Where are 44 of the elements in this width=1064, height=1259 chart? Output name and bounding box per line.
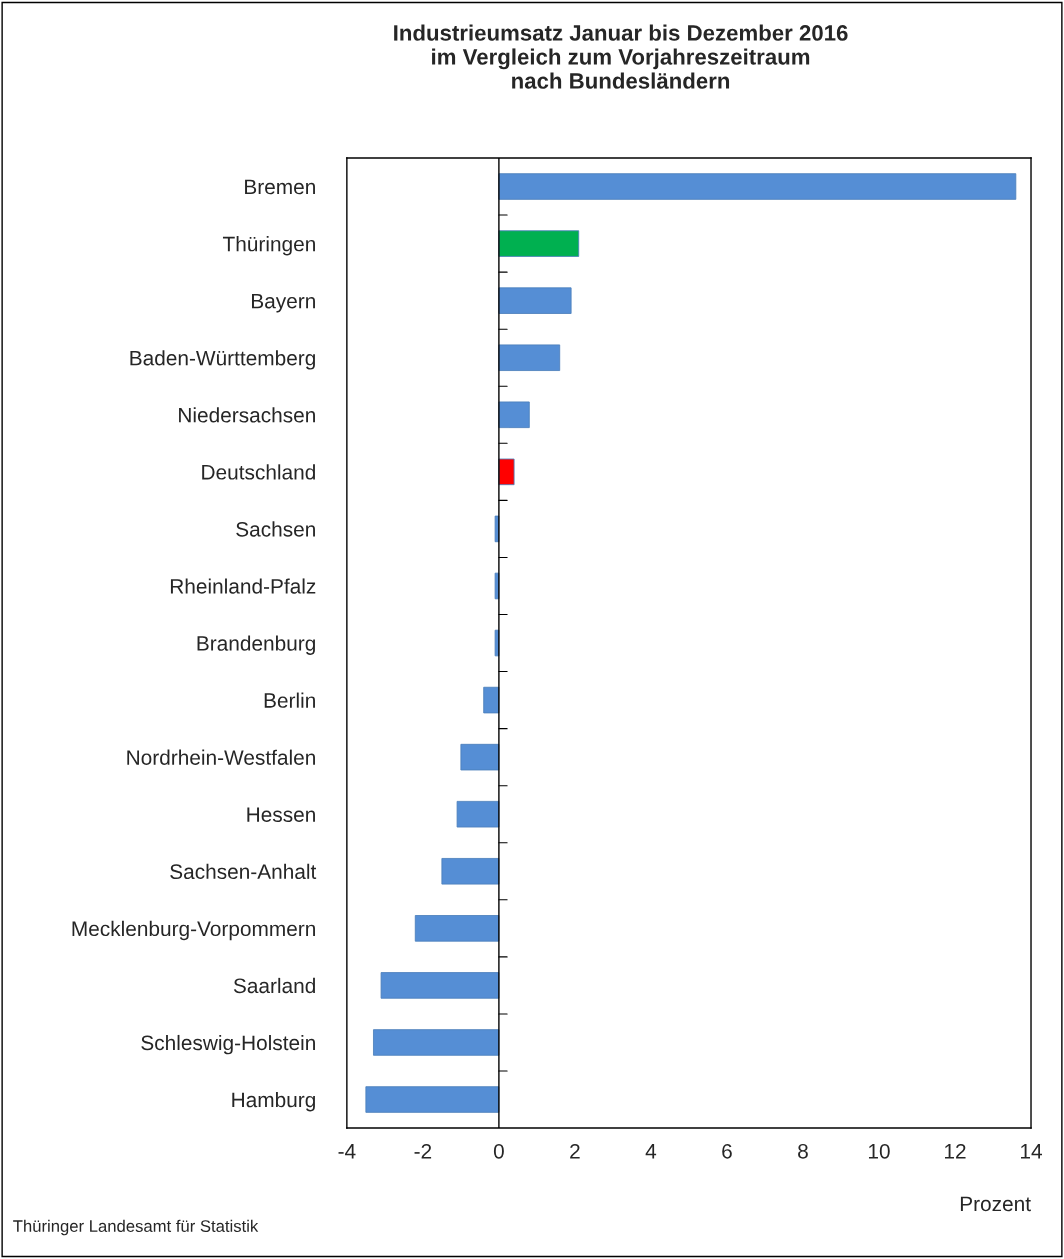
- x-tick-label: 12: [945, 1143, 966, 1159]
- y-tick-label: Sachsen-Anhalt: [170, 863, 317, 880]
- y-tick-label: Deutschland: [202, 464, 315, 480]
- bar: [380, 972, 500, 999]
- x-tick-label: 6: [722, 1143, 732, 1159]
- x-tick-label: 8: [798, 1143, 808, 1159]
- y-tick-label: Schleswig-Holstein: [141, 1034, 315, 1055]
- bar: [498, 344, 561, 371]
- bar: [365, 1086, 500, 1113]
- y-tick-label: Bremen: [245, 179, 315, 195]
- x-tick-label: 10: [868, 1143, 890, 1159]
- bar: [498, 287, 572, 314]
- y-tick-label: Brandenburg: [197, 635, 315, 655]
- bar: [441, 858, 500, 885]
- x-tick-label: 2: [570, 1143, 580, 1159]
- y-tick-label: Niedersachsen: [179, 407, 315, 423]
- chart-title: Industrieumsatz Januar bis Dezember 2016 im Vergleich zum Vorjahreszeitraum nach Bundesländern: [394, 24, 848, 89]
- bar: [498, 173, 1017, 200]
- x-tick-label: -2: [414, 1143, 432, 1159]
- y-tick-label: Hamburg: [232, 1091, 315, 1112]
- y-tick-label: Sachsen: [236, 521, 315, 537]
- bar: [414, 915, 500, 942]
- y-tick-label: Berlin: [264, 692, 315, 708]
- bar: [456, 800, 500, 828]
- y-tick-label: Rheinland-Pfalz: [170, 578, 316, 594]
- x-tick-label: -4: [338, 1144, 356, 1159]
- x-tick-label: 0: [493, 1143, 504, 1159]
- y-tick-label: Nordrhein-Westfalen: [127, 749, 315, 765]
- x-tick-label: 14: [1021, 1144, 1042, 1159]
- x-tick-label: 4: [645, 1144, 657, 1159]
- text: Thüringer Landesamt für Statistik: [13, 1219, 259, 1236]
- bar: [498, 401, 530, 429]
- x-axis-title: Prozent: [960, 1196, 1031, 1212]
- y-tick-label: Thüringen: [222, 236, 315, 256]
- bar: [373, 1029, 500, 1056]
- bar: [460, 743, 500, 771]
- bar: [483, 686, 500, 714]
- bar: [498, 458, 515, 486]
- y-tick-label: Hessen: [247, 807, 315, 822]
- y-tick-label: Mecklenburg-Vorpommern: [72, 920, 315, 941]
- bar: [498, 230, 580, 257]
- y-tick-label: Saarland: [233, 977, 315, 994]
- y-tick-label: Baden-Württemberg: [130, 350, 315, 370]
- y-tick-label: Bayern: [252, 293, 315, 313]
